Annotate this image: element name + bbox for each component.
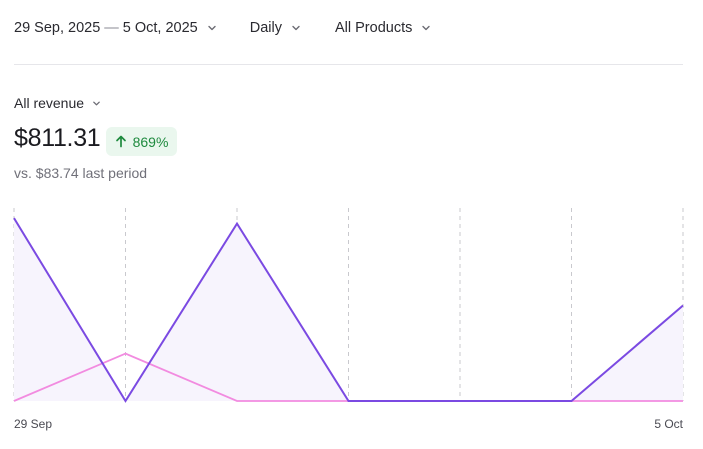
date-separator: — — [104, 20, 119, 36]
metric-select-label: All revenue — [14, 95, 85, 111]
revenue-chart — [13, 208, 684, 403]
date-range-picker[interactable]: 29 Sep, 2025 — 5 Oct, 2025 — [14, 20, 217, 36]
arrow-up-icon — [115, 135, 126, 148]
metric-select[interactable]: All revenue — [14, 95, 101, 111]
comparison-text: vs. $83.74 last period — [14, 165, 148, 181]
change-badge: 869% — [106, 127, 177, 156]
date-start: 29 Sep, 2025 — [14, 20, 101, 36]
products-select[interactable]: All Products — [335, 20, 431, 36]
series-line-current — [13, 217, 684, 403]
chevron-down-icon — [292, 25, 300, 31]
interval-select[interactable]: Daily — [250, 20, 301, 36]
date-end: 5 Oct, 2025 — [122, 20, 198, 36]
x-tick-label: 29 Sep — [14, 417, 53, 431]
filter-bar: 29 Sep, 2025 — 5 Oct, 2025 Daily All Pro… — [14, 17, 431, 39]
chevron-down-icon — [422, 25, 431, 31]
x-tick-label: 5 Oct — [654, 417, 683, 431]
change-percent: 869% — [132, 133, 169, 150]
products-label: All Products — [334, 20, 413, 36]
divider — [14, 64, 683, 65]
series-area — [14, 218, 683, 401]
metric-value: $811.31 — [14, 124, 101, 152]
chart-gridlines — [13, 208, 684, 401]
chevron-down-icon — [93, 101, 100, 105]
interval-label: Daily — [249, 20, 282, 36]
chart-series — [13, 217, 684, 403]
chevron-down-icon — [208, 25, 216, 31]
